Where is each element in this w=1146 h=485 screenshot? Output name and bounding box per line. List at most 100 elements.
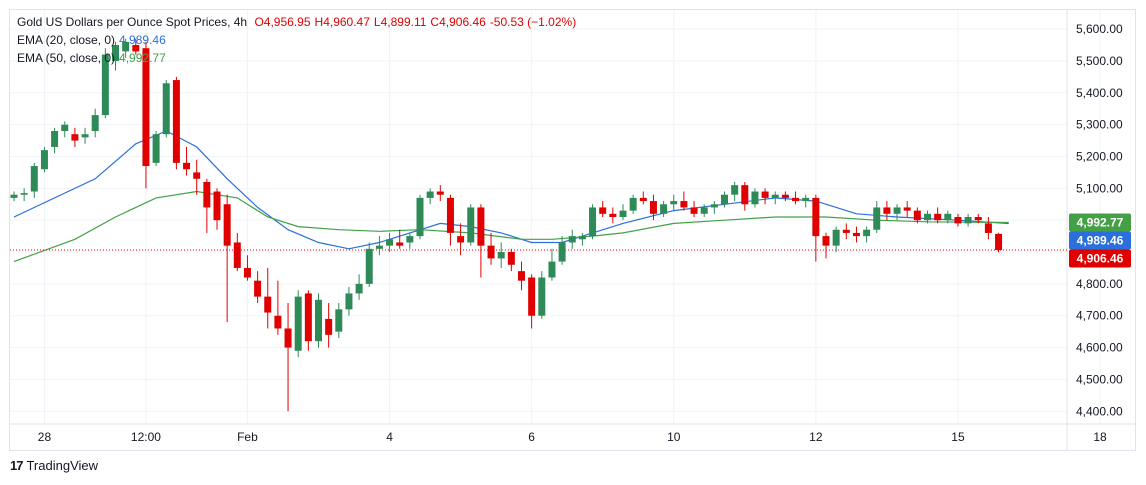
candle-body (193, 172, 201, 179)
x-tick-label: 12:00 (131, 430, 161, 444)
x-tick-label: 15 (951, 430, 965, 444)
candle-body (132, 45, 140, 52)
candle-body (467, 207, 475, 243)
candle-body (71, 134, 79, 141)
close-value: 4,906.46 (439, 15, 486, 29)
ema50-legend[interactable]: EMA (50, close, 0) 4,992.77 (17, 51, 170, 65)
chart-frame[interactable]: 4,400.00 4,500.00 4,600.00 4,700.00 4,800.00… (9, 9, 1136, 451)
candle-body (761, 191, 769, 198)
candle-body (832, 229, 840, 246)
ema20-name: EMA (20, close, 0) (17, 33, 116, 47)
candle-body (558, 242, 566, 262)
candle-body (325, 318, 333, 335)
candle-body (112, 45, 119, 61)
y-tick-label: 5,600.00 (1076, 22, 1123, 36)
candle-body (548, 261, 556, 278)
candle-body (690, 207, 698, 214)
candle-body (10, 194, 18, 198)
x-tick-label: 12 (809, 430, 823, 444)
candle-body (40, 150, 48, 170)
ema20-line (13, 130, 1009, 250)
candle-body (122, 41, 130, 52)
price-tag-label: 4,906.46 (1077, 251, 1124, 265)
candle-body (934, 213, 942, 221)
candle-body (721, 194, 728, 205)
change-value: -50.53 (−1.02%) (489, 15, 577, 29)
candle-body (315, 299, 322, 342)
candle-body (802, 197, 810, 202)
candle-body (365, 248, 373, 284)
tradingview-logo-icon: 17 (10, 458, 24, 473)
candle-body (61, 124, 69, 132)
candle-body (680, 201, 688, 208)
candle-body (954, 217, 962, 224)
candle-body (243, 267, 251, 278)
candle-body (416, 197, 424, 237)
candle-body (924, 213, 931, 221)
candle-body (213, 191, 221, 221)
candle-body (406, 236, 414, 243)
x-tick-label: 28 (38, 430, 52, 444)
x-tick-label: 18 (1093, 430, 1107, 444)
candle-body (518, 271, 525, 281)
candle-body (964, 217, 972, 224)
candle-body (741, 185, 749, 205)
candle-body (852, 232, 860, 237)
price-tag (1069, 231, 1131, 250)
candle-body (335, 309, 343, 332)
candle-body (284, 328, 292, 348)
ema20-legend[interactable]: EMA (20, close, 0) 4,989.46 (17, 33, 170, 47)
candle-body (984, 223, 992, 233)
candle-body (477, 207, 485, 246)
candle-body (812, 197, 820, 237)
candle-body (507, 252, 515, 265)
ohlc-legend: Gold US Dollars per Ounce Spot Prices, 4… (17, 15, 584, 29)
candle-body (710, 204, 718, 208)
y-tick-label: 5,400.00 (1076, 86, 1123, 100)
candle-body (436, 191, 444, 195)
candle-body (599, 207, 607, 214)
high-label: H (314, 15, 324, 29)
tradingview-branding[interactable]: 17 TradingView (10, 458, 98, 473)
candle-body (528, 277, 536, 316)
close-label: C (430, 15, 440, 29)
candle-body (101, 54, 109, 116)
price-tag-label: 4,992.77 (1077, 215, 1124, 229)
candle-body (152, 134, 160, 163)
x-tick-label: 10 (667, 430, 681, 444)
candle-body (304, 293, 312, 342)
ohlc-values: O4,956.95 H4,960.47 L4,899.11 C4,906.46 -50.… (254, 15, 580, 29)
candle-body (264, 296, 272, 313)
candle-body (781, 194, 789, 198)
y-tick-label: 4,600.00 (1076, 341, 1123, 355)
candle-body (142, 48, 150, 167)
x-tick-label: Feb (237, 430, 258, 444)
x-tick-label: 6 (528, 430, 535, 444)
candle-body (294, 296, 302, 351)
candle-body (223, 204, 231, 246)
candle-body (944, 213, 952, 221)
low-value: 4,899.11 (380, 15, 427, 29)
ema50-value: 4,992.77 (119, 51, 166, 65)
candle-body (91, 115, 99, 132)
candle-body (396, 242, 404, 246)
candle-body (842, 229, 850, 233)
candle-body (731, 185, 739, 195)
y-tick-label: 4,400.00 (1076, 404, 1123, 418)
candle-body (172, 80, 180, 163)
candle-body (578, 236, 586, 240)
candle-body (274, 315, 282, 329)
price-chart[interactable]: 4,400.00 4,500.00 4,600.00 4,700.00 4,800.00… (10, 10, 1135, 450)
candle-body (538, 277, 546, 316)
candle-body (81, 134, 89, 138)
candle-body (700, 207, 708, 214)
candle-body (771, 194, 779, 198)
candle-body (20, 193, 28, 195)
candle-body (903, 207, 911, 211)
high-value: 4,960.47 (323, 15, 370, 29)
x-tick-label: 4 (386, 430, 393, 444)
candle-body (660, 204, 668, 214)
tradingview-brand-text: TradingView (26, 458, 99, 473)
candle-body (203, 181, 211, 208)
y-tick-label: 5,300.00 (1076, 118, 1123, 132)
